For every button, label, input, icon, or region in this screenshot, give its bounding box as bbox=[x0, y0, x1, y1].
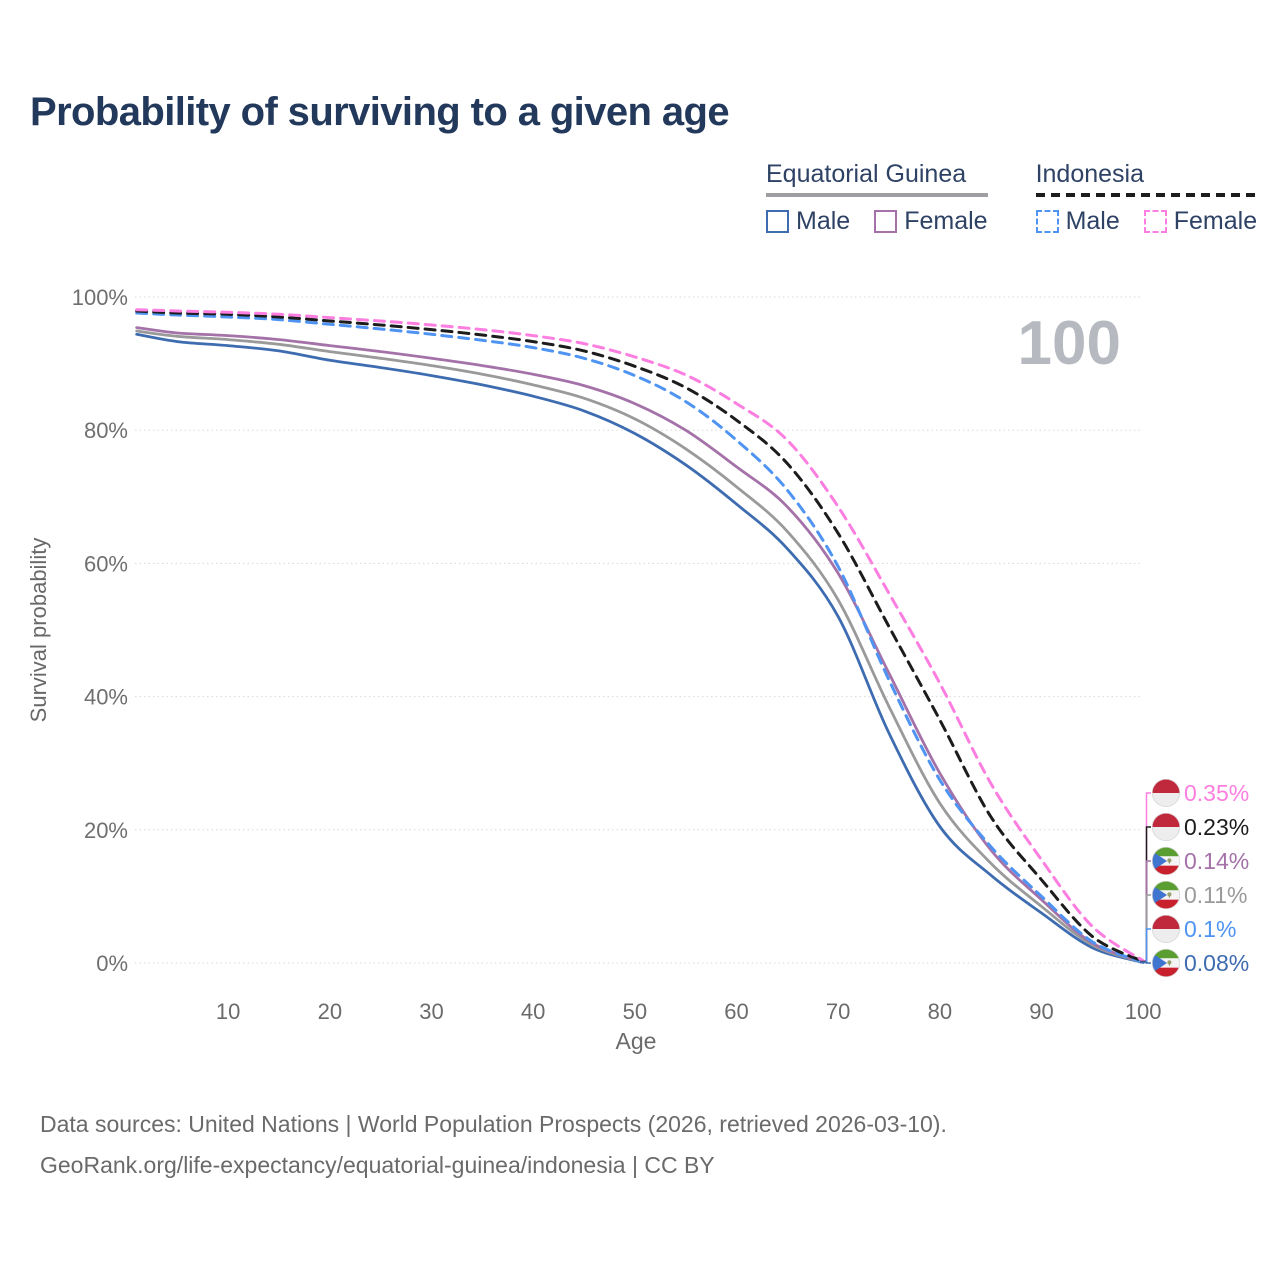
y-tick-label-80: 80% bbox=[84, 418, 128, 443]
page-title: Probability of surviving to a given age bbox=[30, 90, 730, 134]
end-value-label-eq-female: 0.14% bbox=[1184, 848, 1249, 874]
x-tick-label-80: 80 bbox=[928, 999, 952, 1024]
end-value-label-idn-all: 0.23% bbox=[1184, 814, 1249, 840]
x-tick-label-70: 70 bbox=[826, 999, 850, 1024]
legend-swatch-idn-male bbox=[1035, 210, 1059, 233]
x-axis-title: Age bbox=[616, 1028, 657, 1054]
legend-swatch-eq-male bbox=[766, 210, 789, 233]
legend-item-idn-female[interactable]: Female bbox=[1143, 207, 1258, 236]
legend-country-line-swatch bbox=[1035, 193, 1258, 197]
end-value-label-eq-all: 0.11% bbox=[1184, 882, 1248, 908]
y-tick-label-0: 0% bbox=[96, 951, 128, 976]
legend-swatch-idn-female bbox=[1143, 210, 1167, 233]
x-tick-label-90: 90 bbox=[1029, 999, 1053, 1024]
x-tick-label-100: 100 bbox=[1125, 999, 1162, 1024]
legend-swatch-eq-female bbox=[874, 210, 898, 233]
legend-country-label: Indonesia bbox=[1035, 160, 1144, 188]
legend-country-header[interactable]: Equatorial Guinea bbox=[766, 160, 988, 197]
legend-group-indonesia: Indonesia Male Female bbox=[1035, 160, 1258, 236]
series-line-idn-male bbox=[135, 311, 1145, 964]
y-axis-title: Survival probability bbox=[26, 538, 51, 723]
legend-item-label: Male bbox=[796, 207, 851, 235]
flag-icon-indonesia bbox=[1151, 812, 1181, 842]
x-tick-label-20: 20 bbox=[318, 999, 342, 1024]
series-line-eq-all bbox=[135, 329, 1145, 964]
legend-country-line-swatch bbox=[766, 193, 988, 197]
series-line-idn-all bbox=[135, 309, 1145, 963]
legend-item-label: Male bbox=[1065, 207, 1120, 235]
x-tick-label-50: 50 bbox=[623, 999, 647, 1024]
x-tick-label-10: 10 bbox=[216, 999, 240, 1024]
end-value-label-eq-male: 0.08% bbox=[1184, 950, 1249, 976]
x-tick-label-40: 40 bbox=[521, 999, 545, 1024]
leader-line-idn-female bbox=[1140, 792, 1151, 962]
legend-items: Male Female bbox=[766, 207, 988, 236]
legend-country-header[interactable]: Indonesia bbox=[1035, 160, 1258, 197]
chart-footer: Data sources: United Nations | World Pop… bbox=[40, 1104, 947, 1186]
flag-icon-indonesia bbox=[1151, 778, 1181, 808]
series-line-idn-female bbox=[135, 308, 1145, 963]
x-tick-label-30: 30 bbox=[419, 999, 443, 1024]
y-tick-label-100: 100% bbox=[72, 285, 128, 310]
chart-legend: Equatorial Guinea Male Female Indonesia bbox=[766, 160, 1258, 236]
flag-icon-indonesia bbox=[1151, 914, 1181, 944]
watermark-age-label: 100 bbox=[1018, 309, 1121, 378]
leader-line-idn-male bbox=[1140, 928, 1151, 964]
legend-item-label: Female bbox=[1173, 207, 1258, 235]
leader-line-eq-female bbox=[1140, 860, 1151, 963]
y-tick-label-40: 40% bbox=[84, 685, 128, 710]
leader-line-eq-male bbox=[1140, 961, 1151, 964]
flag-icon-equatorial-guinea bbox=[1151, 846, 1181, 876]
legend-country-label: Equatorial Guinea bbox=[766, 160, 967, 188]
flag-icon-equatorial-guinea bbox=[1151, 880, 1181, 910]
x-tick-label-60: 60 bbox=[724, 999, 748, 1024]
legend-item-label: Female bbox=[904, 207, 988, 235]
legend-items: Male Female bbox=[1035, 207, 1258, 236]
end-value-label-idn-female: 0.35% bbox=[1184, 780, 1249, 806]
legend-item-idn-male[interactable]: Male bbox=[1035, 207, 1120, 236]
legend-group-equatorial-guinea: Equatorial Guinea Male Female bbox=[766, 160, 988, 236]
series-line-eq-male bbox=[135, 332, 1145, 964]
legend-item-eq-female[interactable]: Female bbox=[874, 207, 988, 236]
flag-icon-equatorial-guinea bbox=[1151, 948, 1181, 978]
attribution-line: GeoRank.org/life-expectancy/equatorial-g… bbox=[40, 1152, 715, 1178]
y-tick-label-60: 60% bbox=[84, 551, 128, 576]
data-sources-line: Data sources: United Nations | World Pop… bbox=[40, 1111, 947, 1137]
end-value-label-idn-male: 0.1% bbox=[1184, 916, 1236, 942]
y-tick-label-20: 20% bbox=[84, 818, 128, 843]
legend-item-eq-male[interactable]: Male bbox=[766, 207, 850, 236]
